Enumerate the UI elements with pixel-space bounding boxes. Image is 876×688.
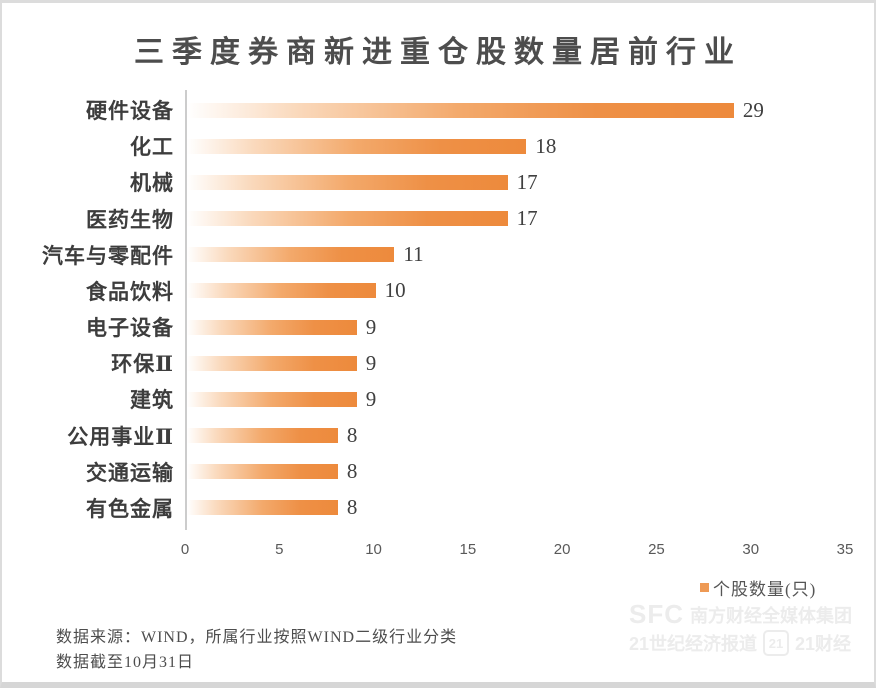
bar-建筑[interactable] bbox=[187, 391, 357, 407]
y-axis-line bbox=[185, 90, 187, 530]
value-label: 29 bbox=[742, 97, 764, 122]
x-tick-15: 15 bbox=[459, 541, 477, 558]
value-label: 9 bbox=[365, 314, 377, 339]
category-label: 有色金属 bbox=[86, 496, 174, 521]
category-label: 建筑 bbox=[130, 388, 174, 413]
category-label: 化工 bbox=[130, 135, 174, 160]
value-label: 10 bbox=[384, 278, 406, 303]
source-line-1: 数据来源：WIND，所属行业按照WIND二级行业分类 bbox=[56, 629, 458, 646]
legend-marker-icon bbox=[700, 583, 709, 592]
plot-area: 硬件设备 29 化工 18 机械 17 医药生物 17 汽车与零配件 11 食品饮料 10 电子设备 9 环… bbox=[2, 90, 874, 558]
category-label: 交通运输 bbox=[86, 460, 174, 485]
legend-label: 个股数量(只) bbox=[713, 580, 817, 599]
x-tick-35: 35 bbox=[836, 541, 854, 558]
media-group-name: 南方财经全媒体集团 bbox=[690, 605, 852, 626]
bar-医药生物[interactable] bbox=[187, 211, 508, 227]
bar-电子设备[interactable] bbox=[187, 319, 357, 335]
x-tick-5: 5 bbox=[275, 541, 284, 558]
app-name: 21财经 bbox=[795, 634, 852, 654]
category-label: 公用事业Ⅱ bbox=[67, 424, 174, 449]
bar-row: 机械 17 bbox=[2, 164, 874, 200]
category-label: 硬件设备 bbox=[86, 99, 174, 124]
bar-有色金属[interactable] bbox=[187, 500, 338, 516]
x-tick-25: 25 bbox=[648, 541, 665, 558]
bar-交通运输[interactable] bbox=[187, 464, 338, 480]
value-label: 18 bbox=[535, 133, 557, 158]
value-label: 17 bbox=[516, 206, 538, 231]
category-label: 机械 bbox=[130, 171, 174, 196]
x-tick-0: 0 bbox=[180, 541, 190, 558]
x-axis-ticks: 0 5 10 15 20 25 30 35 bbox=[2, 541, 874, 561]
bar-公用事业Ⅱ[interactable] bbox=[187, 428, 338, 444]
category-label: 食品饮料 bbox=[86, 279, 174, 304]
bar-row: 硬件设备 29 bbox=[2, 92, 874, 128]
newspaper-name: 21世纪经济报道 bbox=[629, 634, 758, 654]
x-tick-10: 10 bbox=[365, 541, 382, 558]
source-note: 数据来源：WIND，所属行业按照WIND二级行业分类 数据截至10月31日 bbox=[56, 625, 457, 675]
bar-row: 化工 18 bbox=[2, 128, 874, 164]
bar-汽车与零配件[interactable] bbox=[187, 247, 395, 263]
value-label: 8 bbox=[346, 459, 358, 484]
bar-食品饮料[interactable] bbox=[187, 283, 376, 299]
x-tick-20: 20 bbox=[553, 541, 571, 558]
bar-row: 有色金属 8 bbox=[2, 490, 874, 526]
bar-row: 公用事业Ⅱ 8 bbox=[2, 418, 874, 454]
category-label: 汽车与零配件 bbox=[42, 243, 174, 268]
bar-row: 食品饮料 10 bbox=[2, 273, 874, 309]
value-label: 9 bbox=[365, 350, 377, 375]
x-tick-30: 30 bbox=[742, 541, 760, 558]
media-watermark: SFC 南方财经全媒体集团 21世纪经济报道 21 21财经 bbox=[629, 599, 852, 656]
value-label: 17 bbox=[516, 169, 538, 194]
source-line-2: 数据截至10月31日 bbox=[56, 654, 195, 671]
bar-硬件设备[interactable] bbox=[187, 102, 734, 118]
bar-row: 汽车与零配件 11 bbox=[2, 237, 874, 273]
bar-机械[interactable] bbox=[187, 174, 508, 190]
chart-title: 三季度券商新进重仓股数量居前行业 bbox=[134, 36, 742, 69]
bar-环保Ⅱ[interactable] bbox=[187, 355, 357, 371]
sfc-logo: SFC bbox=[629, 599, 684, 629]
bar-row: 交通运输 8 bbox=[2, 454, 874, 490]
category-label: 医药生物 bbox=[86, 207, 174, 232]
bar-row: 电子设备 9 bbox=[2, 309, 874, 345]
legend: 个股数量(只) bbox=[700, 575, 816, 600]
bar-row: 医药生物 17 bbox=[2, 201, 874, 237]
category-label: 环保Ⅱ bbox=[111, 352, 174, 377]
bar-row: 建筑 9 bbox=[2, 381, 874, 417]
bar-row: 环保Ⅱ 9 bbox=[2, 345, 874, 381]
value-label: 9 bbox=[365, 386, 377, 411]
bar-化工[interactable] bbox=[187, 138, 527, 154]
value-label: 8 bbox=[346, 423, 358, 448]
value-label: 8 bbox=[346, 495, 358, 520]
21-badge-icon: 21 bbox=[763, 630, 790, 656]
category-label: 电子设备 bbox=[86, 316, 174, 341]
value-label: 11 bbox=[403, 242, 424, 267]
